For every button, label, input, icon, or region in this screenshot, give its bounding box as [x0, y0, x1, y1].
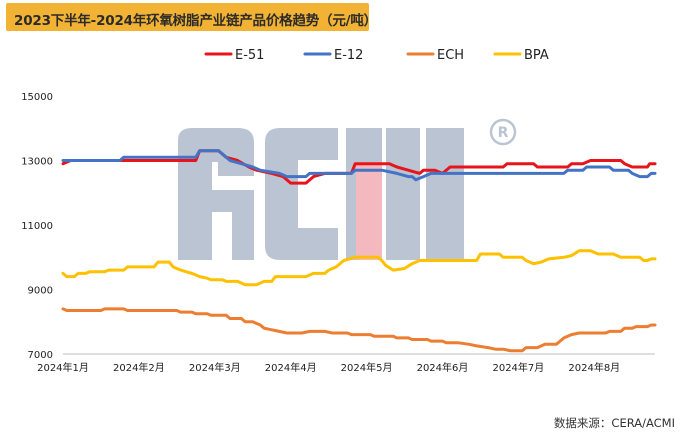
svg-text:R: R — [498, 125, 509, 141]
series-line-ech — [61, 307, 657, 353]
series-line-e-12 — [61, 149, 657, 182]
x-tick-label: 2024年8月 — [568, 361, 620, 374]
legend-label-e-51: E-51 — [235, 48, 264, 63]
x-tick-label: 2024年4月 — [265, 361, 317, 374]
title-banner: 2023下半年-2024年环氧树脂产业链产品价格趋势（元/吨） — [6, 3, 377, 31]
y-tick-label: 9000 — [28, 286, 53, 297]
legend-label-e-12: E-12 — [334, 48, 363, 63]
x-tick-label: 2024年1月 — [37, 361, 89, 374]
y-tick-label: 13000 — [21, 157, 53, 168]
y-tick-label: 11000 — [21, 221, 53, 232]
legend-label-ech: ECH — [437, 48, 464, 63]
legend-label-bpa: BPA — [524, 48, 549, 63]
series-line-bpa — [61, 249, 657, 287]
x-tick-label: 2024年6月 — [417, 361, 469, 374]
y-tick-label: 7000 — [28, 350, 53, 361]
x-tick-label: 2024年7月 — [492, 361, 544, 374]
chart-title: 2023下半年-2024年环氧树脂产业链产品价格趋势（元/吨） — [14, 13, 377, 29]
x-tick-label: 2024年3月 — [189, 361, 241, 374]
data-source-note: 数据来源：CERA/ACMI — [553, 416, 675, 430]
y-tick-label: 15000 — [21, 92, 53, 103]
x-tick-label: 2024年5月 — [341, 361, 393, 374]
acmi-watermark-logo: R — [178, 118, 517, 260]
x-tick-label: 2024年2月 — [113, 361, 165, 374]
